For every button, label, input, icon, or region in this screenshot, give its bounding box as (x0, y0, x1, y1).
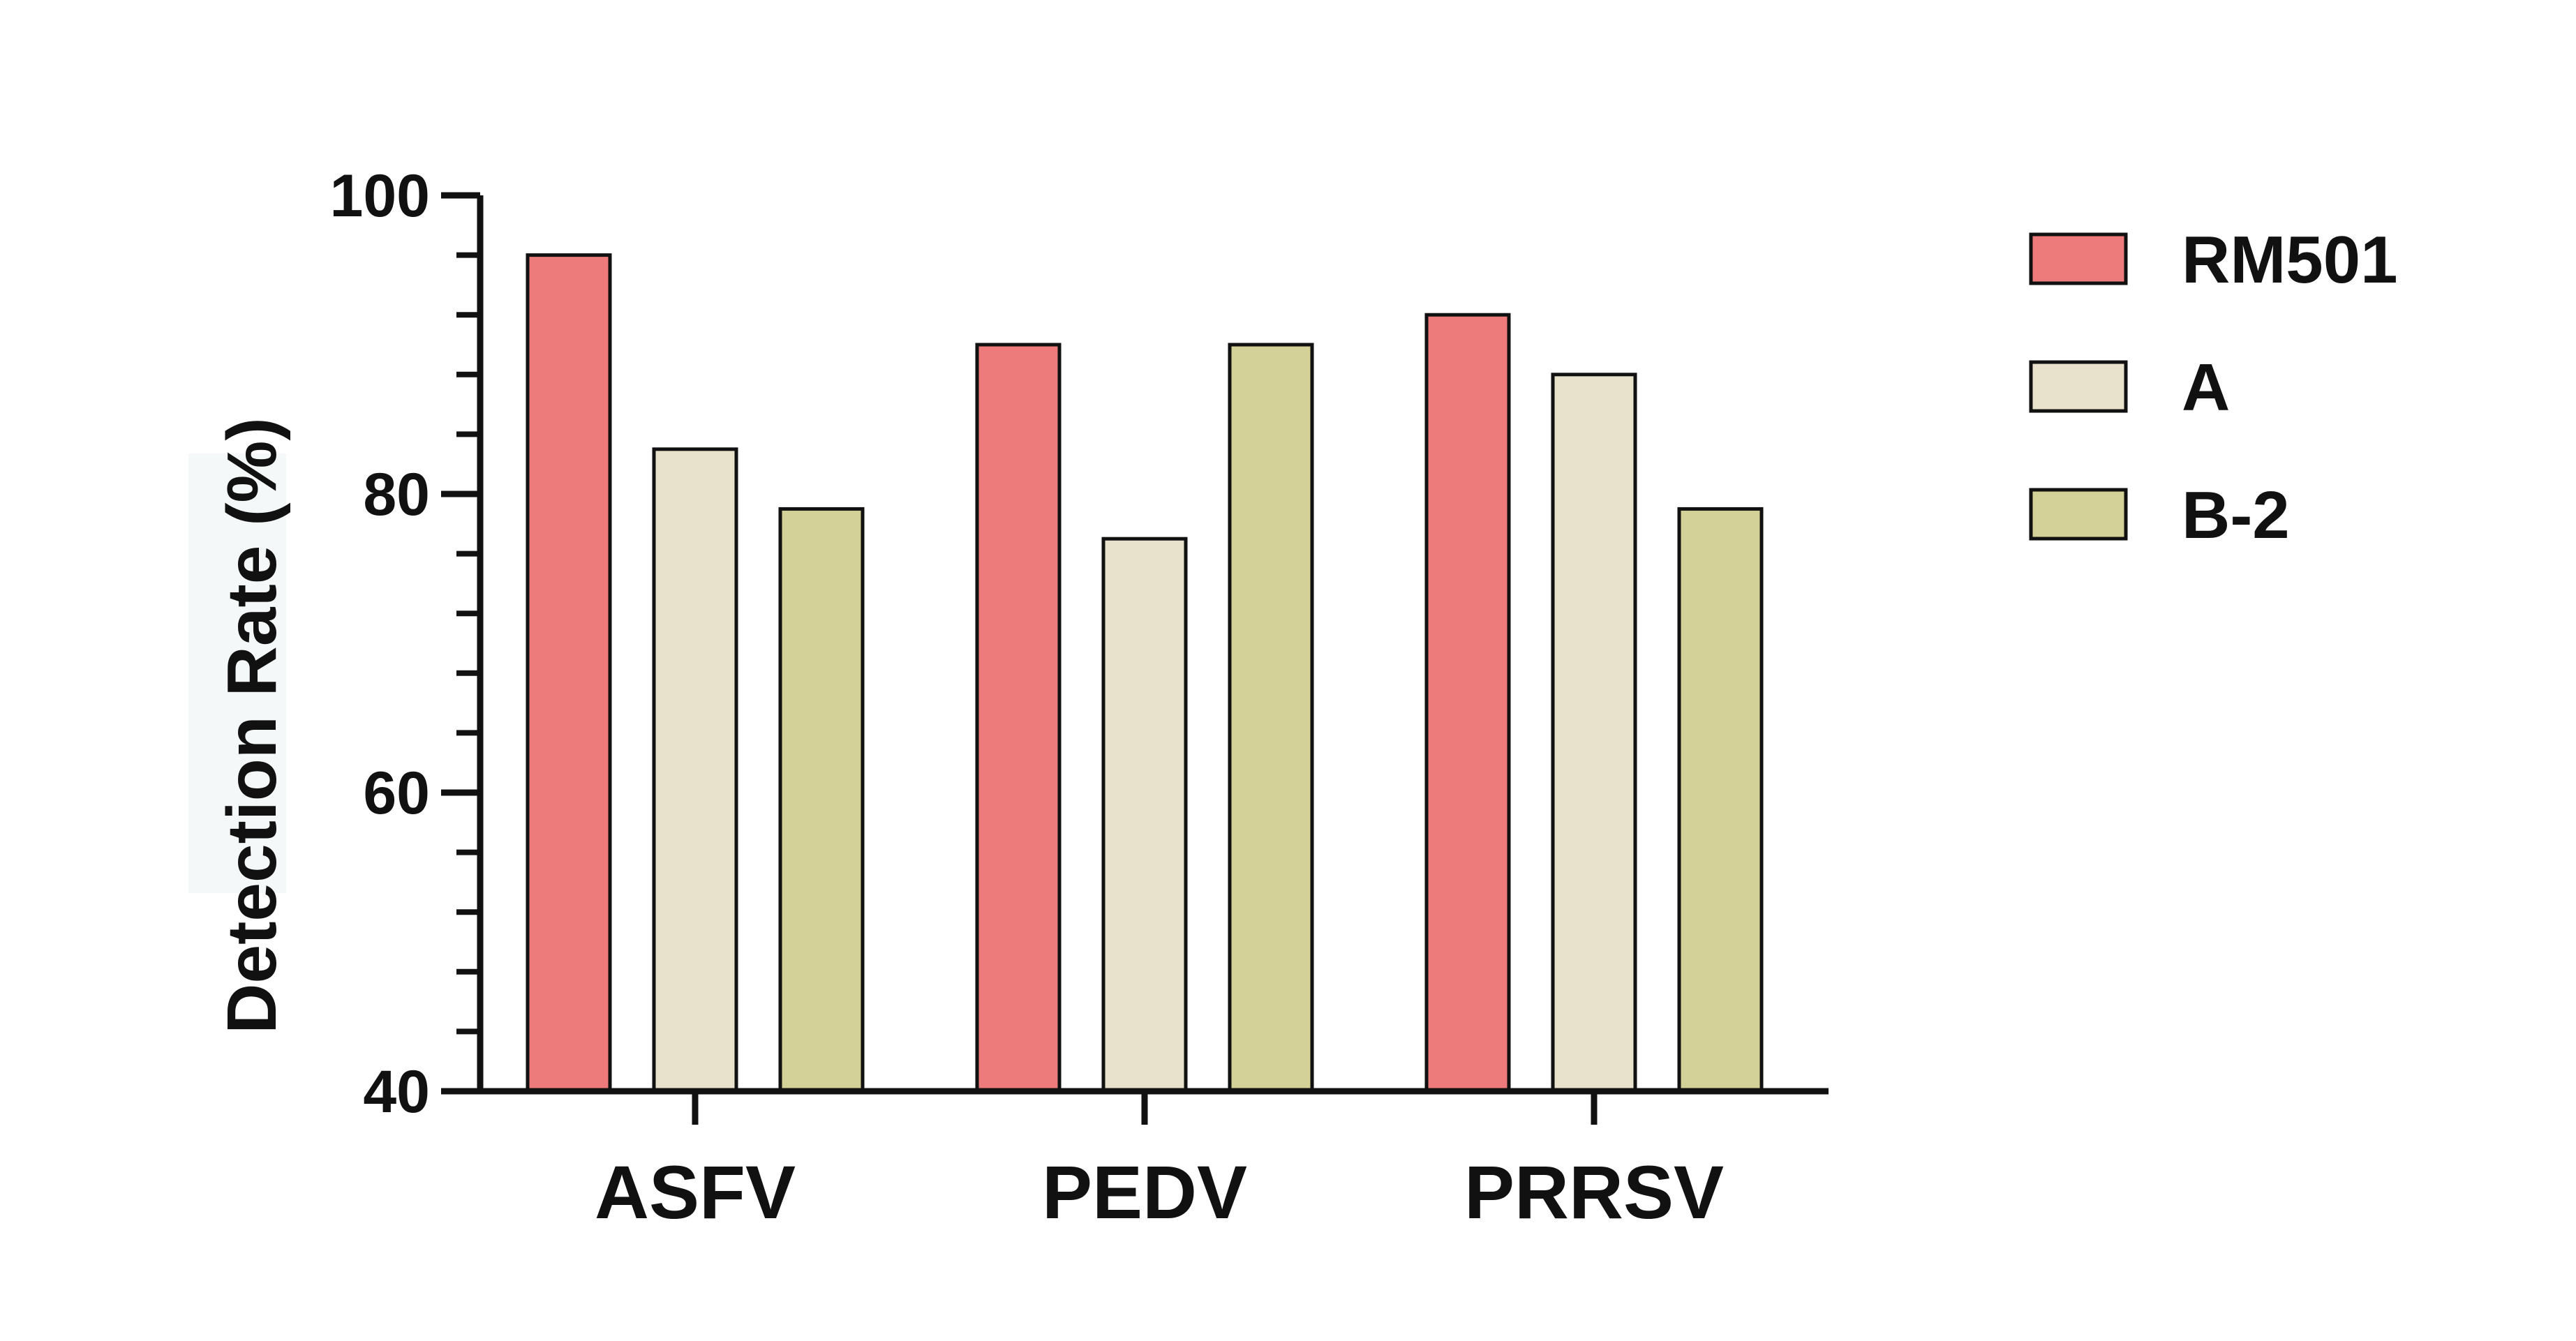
legend-label: B-2 (2182, 478, 2290, 553)
y-tick-label: 80 (363, 461, 430, 528)
legend: RM501 A B-2 (2029, 223, 2397, 553)
ylabel-highlight (188, 454, 286, 893)
bar-rm501-prrsv (1424, 313, 1511, 1093)
x-tick-label: ASFV (595, 1150, 796, 1234)
legend-swatch (2029, 232, 2128, 285)
bar-rm501-asfv (526, 253, 612, 1093)
bar-b-2-pedv (1228, 343, 1314, 1093)
bars-layer (526, 253, 1764, 1093)
bar-b-2-asfv (778, 507, 865, 1093)
legend-label: RM501 (2182, 223, 2397, 297)
y-tick-label: 40 (363, 1058, 430, 1125)
bar-a-pedv (1101, 537, 1188, 1093)
bar-b-2-prrsv (1677, 507, 1764, 1093)
x-tick-label: PEDV (1042, 1150, 1247, 1234)
y-ticks: 40 60 80 100 (330, 163, 480, 1125)
bar-a-asfv (652, 447, 738, 1093)
y-tick-label: 60 (363, 760, 430, 827)
y-tick-label: 100 (330, 163, 431, 230)
axes-layer (477, 195, 1829, 1095)
legend-label: A (2182, 350, 2230, 425)
y-axis-title: Detection Rate (%) (213, 417, 291, 1033)
bar-a-prrsv (1551, 373, 1637, 1093)
x-tick-label: PRRSV (1464, 1150, 1724, 1234)
legend-swatch (2029, 488, 2128, 541)
x-ticks: ASFV PEDV PRRSV (595, 1091, 1724, 1234)
legend-swatch (2029, 360, 2128, 413)
bar-rm501-pedv (975, 343, 1062, 1093)
